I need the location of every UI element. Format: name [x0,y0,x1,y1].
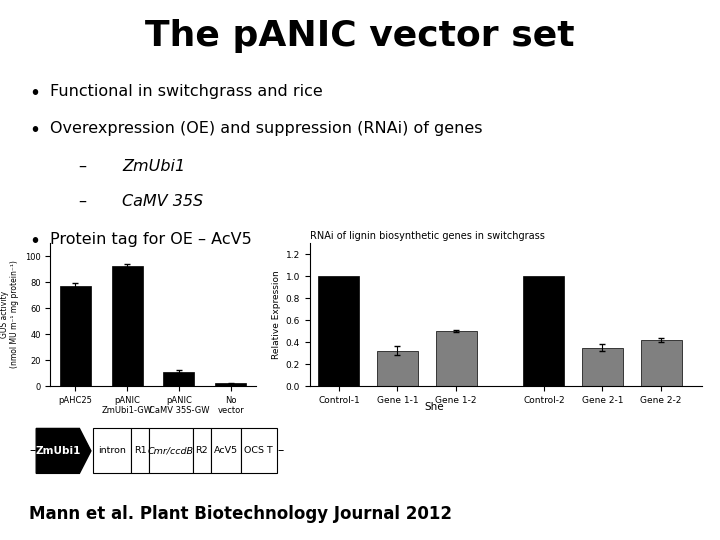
Text: •: • [29,232,40,251]
Bar [318,276,359,386]
Text: –: – [79,194,97,210]
Text: •: • [29,84,40,103]
FancyBboxPatch shape [93,428,131,474]
FancyBboxPatch shape [149,428,192,474]
Text: AcV5: AcV5 [214,447,238,455]
Bar [523,276,564,386]
FancyBboxPatch shape [131,428,149,474]
Text: R2: R2 [196,447,208,455]
Text: –: – [277,444,283,457]
Bar [582,348,623,386]
Y-axis label: GUS activity
(nmol MU m⁻¹ mg protein⁻¹): GUS activity (nmol MU m⁻¹ mg protein⁻¹) [0,261,19,368]
Bar [377,351,418,386]
FancyBboxPatch shape [192,428,211,474]
Text: OCS T: OCS T [244,447,273,455]
Text: ZmUbi1: ZmUbi1 [122,159,186,174]
Bar [112,266,143,386]
FancyBboxPatch shape [240,428,277,474]
Y-axis label: Relative Expression: Relative Expression [272,270,282,359]
Text: –: – [79,159,97,174]
Text: intron: intron [98,447,126,455]
Bar [60,286,91,386]
Bar [436,331,477,386]
Text: Overexpression (OE) and suppression (RNAi) of genes: Overexpression (OE) and suppression (RNA… [50,122,483,137]
Text: She: She [425,402,444,413]
Polygon shape [36,428,91,474]
Text: Functional in switchgrass and rice: Functional in switchgrass and rice [50,84,323,99]
Text: –: – [29,444,35,457]
Text: The pANIC vector set: The pANIC vector set [145,19,575,53]
Text: CaMV 35S: CaMV 35S [122,194,204,210]
Text: RNAi of lignin biosynthetic genes in switchgrass: RNAi of lignin biosynthetic genes in swi… [310,231,544,241]
FancyBboxPatch shape [211,428,240,474]
Bar [215,383,246,386]
Text: Cmr/ccdB: Cmr/ccdB [148,447,194,455]
Text: Mann et al. Plant Biotechnology Journal 2012: Mann et al. Plant Biotechnology Journal … [29,505,452,523]
Text: ZmUbi1: ZmUbi1 [35,446,81,456]
Text: R1: R1 [134,447,146,455]
Text: •: • [29,122,40,140]
Text: Protein tag for OE – AcV5: Protein tag for OE – AcV5 [50,232,252,247]
Bar [641,340,682,386]
Bar [163,372,194,386]
